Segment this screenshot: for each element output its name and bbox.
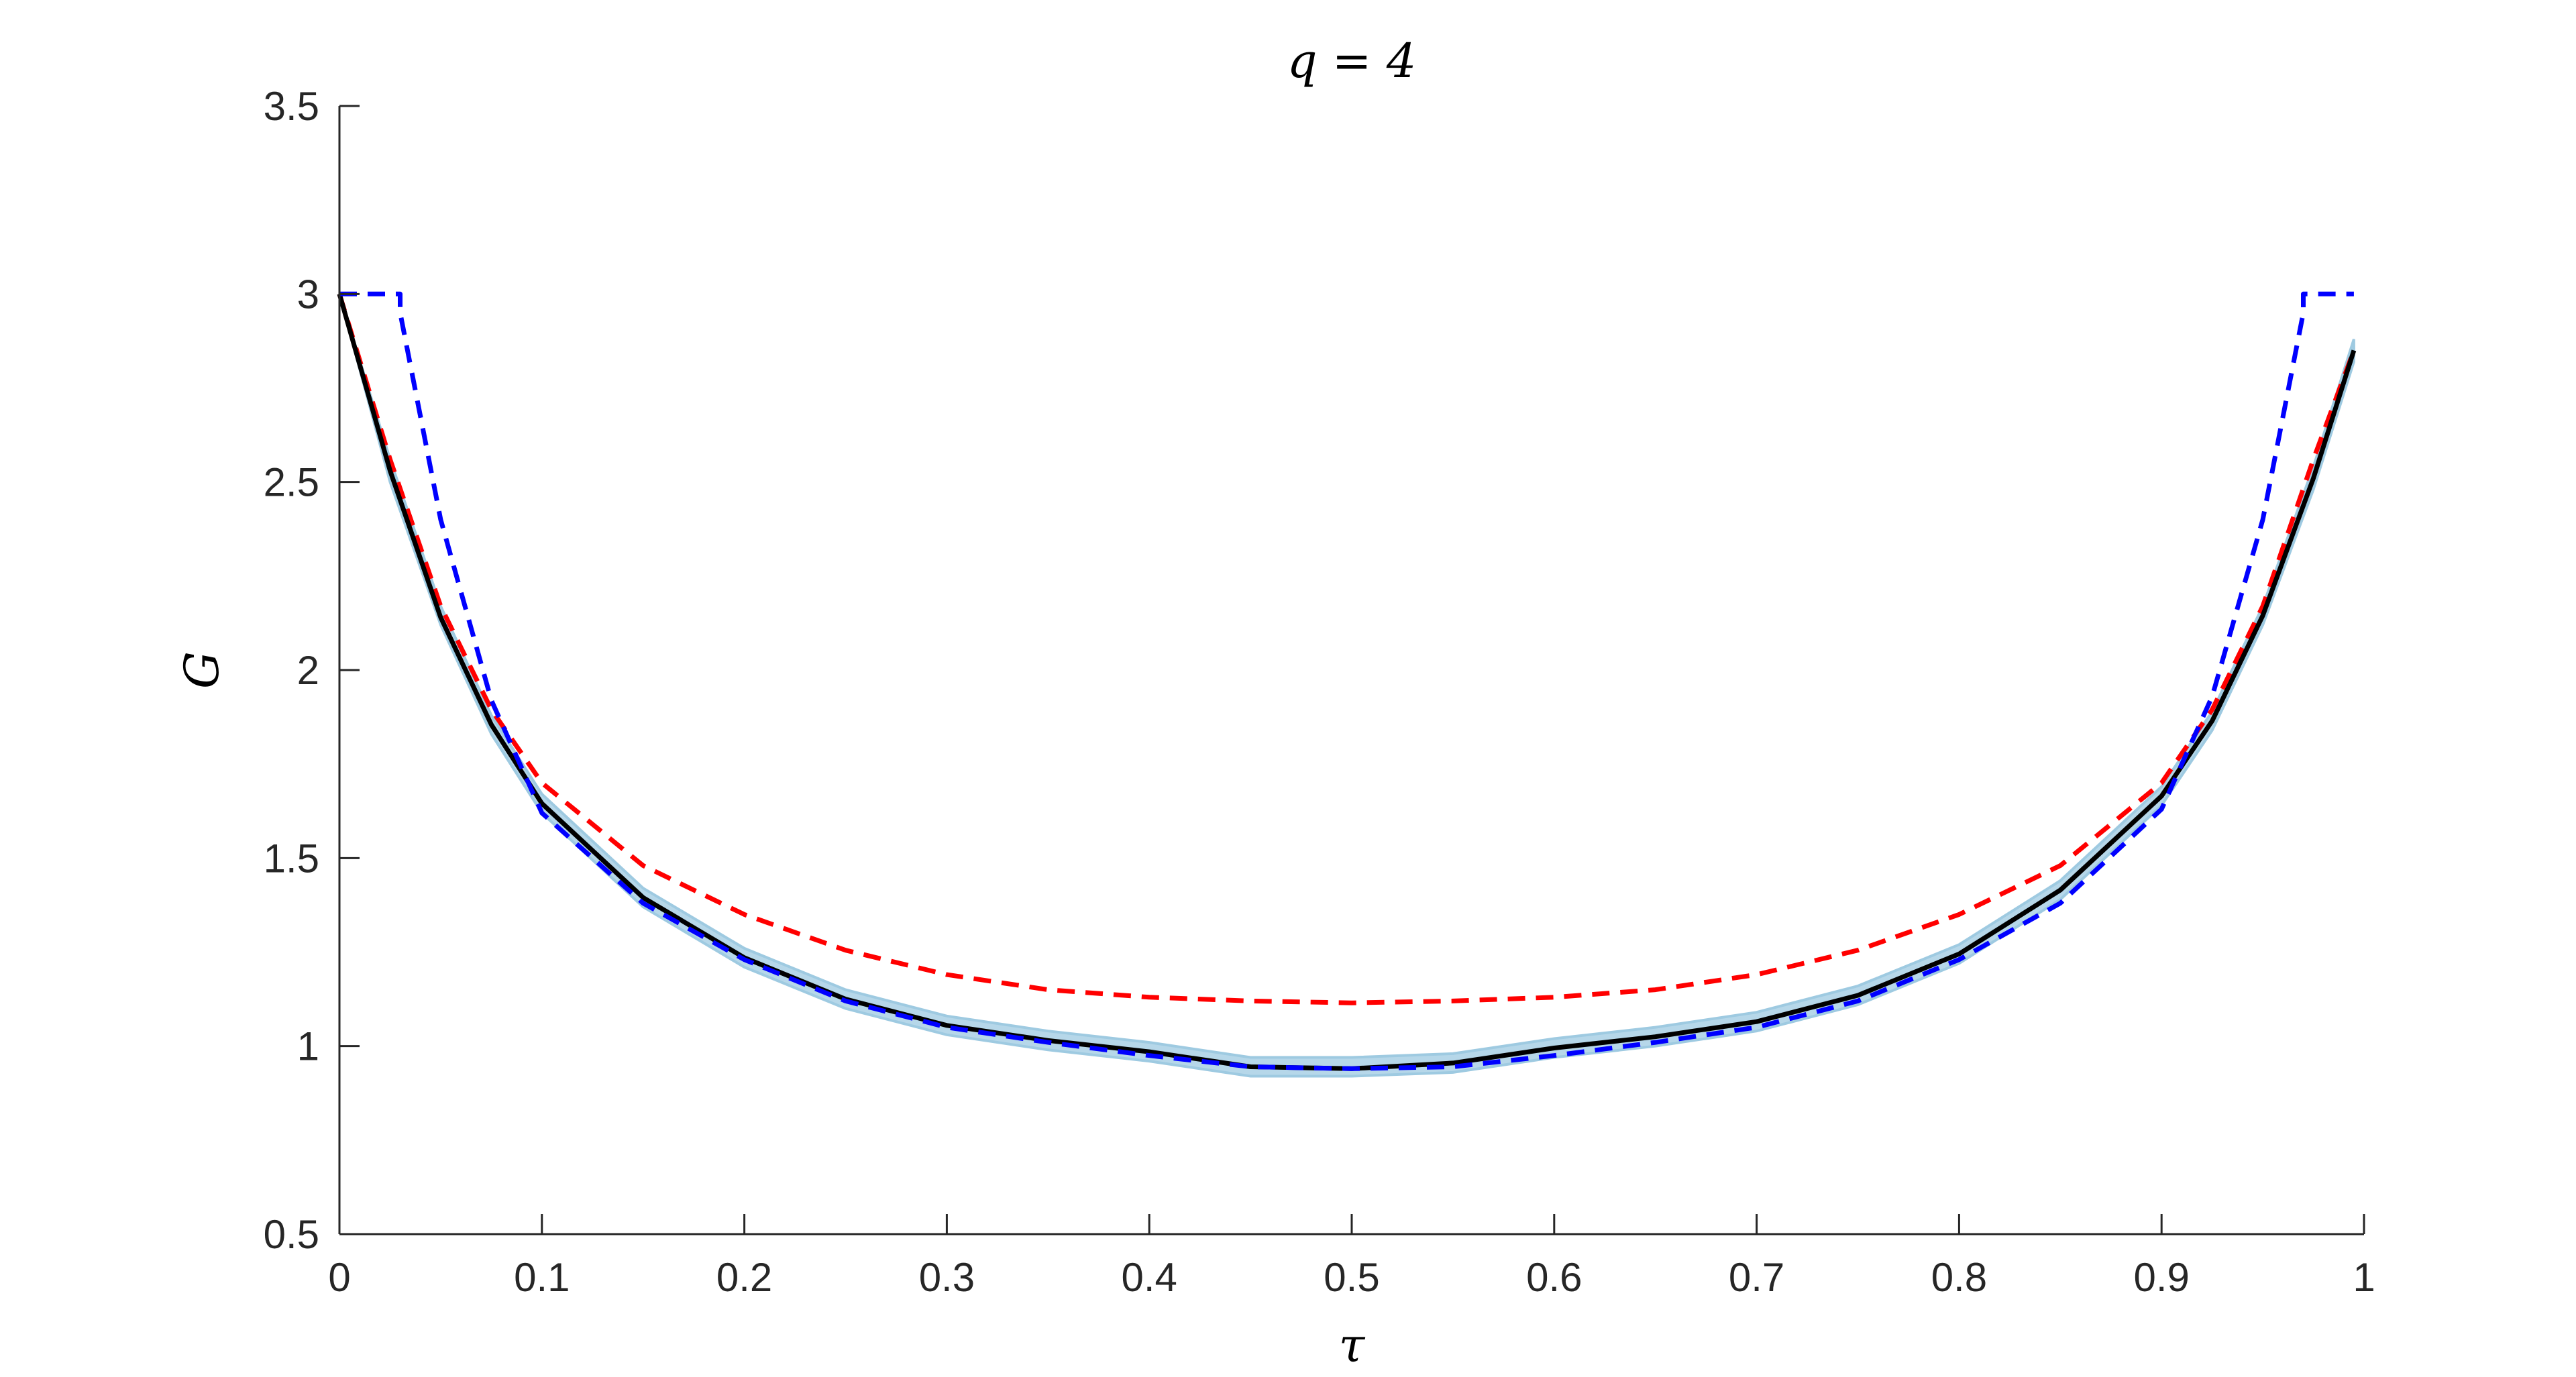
x-tick-label: 0.7 (1729, 1255, 1784, 1300)
confidence-band-layer (338, 293, 2355, 1078)
y-tick-label: 2 (297, 648, 319, 693)
x-tick-label: 0 (328, 1255, 350, 1300)
axes-layer: 0 0.1 0.2 0.3 0.4 0.5 0.6 0.7 0.8 0.9 1 0.5 1 1.5 2 2.… (264, 84, 2375, 1300)
y-tick-label: 0.5 (264, 1212, 319, 1257)
x-tick-label: 0.1 (514, 1255, 570, 1300)
y-tick-label: 1 (297, 1024, 319, 1069)
series-line-blue-dashed (339, 291, 2354, 1071)
y-tick-label: 3 (297, 272, 319, 317)
x-tick-label: 0.3 (919, 1255, 975, 1300)
x-tick-label: 0.2 (716, 1255, 772, 1300)
x-tick-label: 1 (2353, 1255, 2375, 1300)
y-ticks: 0.5 1 1.5 2 2.5 3 3.5 (264, 84, 360, 1257)
y-axis-title: G (174, 651, 229, 689)
series-lines-layer (337, 291, 2357, 1071)
x-axis-title: τ (1339, 1318, 1366, 1373)
x-ticks: 0 0.1 0.2 0.3 0.4 0.5 0.6 0.7 0.8 0.9 1 (328, 1214, 2375, 1300)
x-tick-label: 0.9 (2133, 1255, 2189, 1300)
chart-title: q = 4 (1287, 34, 1417, 89)
y-tick-label: 2.5 (264, 460, 319, 505)
x-tick-label: 0.5 (1324, 1255, 1379, 1300)
y-tick-label: 1.5 (264, 836, 319, 881)
confidence-band (338, 293, 2355, 1078)
series-line-black-solid (337, 293, 2357, 1071)
x-tick-label: 0.4 (1121, 1255, 1177, 1300)
x-tick-label: 0.6 (1526, 1255, 1582, 1300)
series-line-red-dashed (337, 293, 2357, 1005)
x-tick-label: 0.8 (1931, 1255, 1987, 1300)
y-tick-label: 3.5 (264, 84, 319, 129)
